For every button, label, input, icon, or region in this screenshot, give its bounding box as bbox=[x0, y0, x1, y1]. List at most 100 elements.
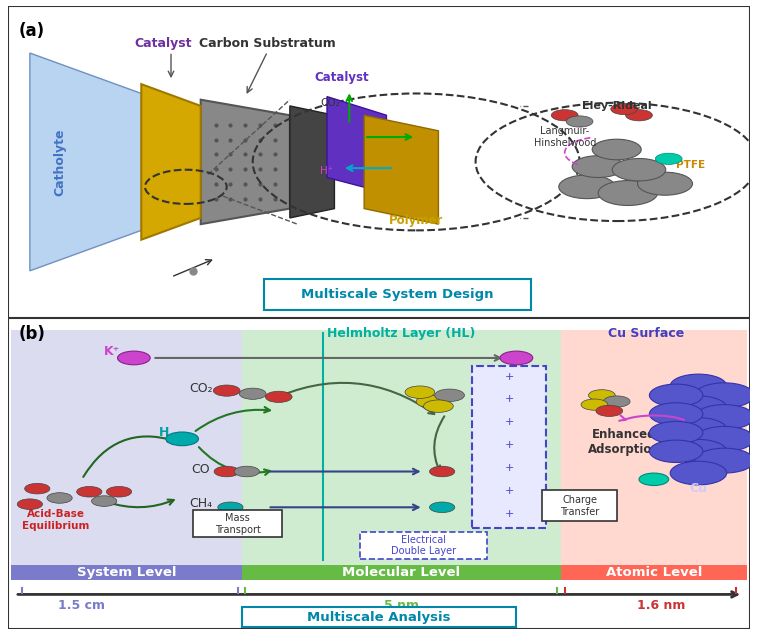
FancyBboxPatch shape bbox=[360, 532, 487, 559]
Circle shape bbox=[611, 104, 637, 115]
Text: Eley-Rideal: Eley-Rideal bbox=[582, 101, 652, 111]
Text: CO₂: CO₂ bbox=[189, 382, 212, 395]
Text: +: + bbox=[504, 463, 514, 473]
Circle shape bbox=[240, 388, 266, 399]
FancyBboxPatch shape bbox=[193, 511, 283, 537]
FancyBboxPatch shape bbox=[8, 318, 750, 629]
Text: PTFE: PTFE bbox=[676, 160, 706, 170]
Circle shape bbox=[47, 493, 72, 504]
Circle shape bbox=[670, 418, 727, 441]
Circle shape bbox=[650, 403, 703, 425]
Circle shape bbox=[17, 499, 42, 509]
Circle shape bbox=[670, 374, 727, 398]
Text: +: + bbox=[504, 394, 514, 404]
Circle shape bbox=[218, 502, 243, 512]
Text: Carbon Substratum: Carbon Substratum bbox=[199, 37, 336, 50]
Text: Enhanced
Adsorption: Enhanced Adsorption bbox=[587, 428, 660, 456]
FancyBboxPatch shape bbox=[471, 366, 546, 528]
Text: (a): (a) bbox=[19, 22, 45, 40]
Polygon shape bbox=[364, 116, 438, 224]
Polygon shape bbox=[327, 97, 387, 193]
Circle shape bbox=[166, 432, 199, 446]
Text: Multiscale Analysis: Multiscale Analysis bbox=[307, 611, 451, 624]
Circle shape bbox=[430, 502, 455, 512]
Circle shape bbox=[117, 351, 150, 364]
Circle shape bbox=[598, 180, 657, 206]
FancyBboxPatch shape bbox=[11, 330, 242, 573]
Circle shape bbox=[694, 427, 754, 451]
Circle shape bbox=[424, 400, 453, 412]
FancyBboxPatch shape bbox=[561, 330, 747, 573]
Circle shape bbox=[234, 466, 259, 477]
FancyBboxPatch shape bbox=[242, 607, 516, 627]
Circle shape bbox=[559, 175, 615, 199]
Text: +: + bbox=[504, 509, 514, 519]
Text: +: + bbox=[504, 486, 514, 496]
Circle shape bbox=[650, 384, 703, 406]
Circle shape bbox=[670, 461, 727, 485]
Text: Catalyst: Catalyst bbox=[315, 71, 369, 84]
Circle shape bbox=[670, 396, 727, 420]
Text: CH₄: CH₄ bbox=[190, 497, 212, 511]
Text: Mass
Transport: Mass Transport bbox=[215, 513, 261, 535]
Circle shape bbox=[405, 386, 434, 398]
Circle shape bbox=[637, 172, 693, 195]
Circle shape bbox=[500, 351, 533, 364]
Text: Molecular Level: Molecular Level bbox=[342, 566, 460, 579]
Circle shape bbox=[434, 389, 465, 401]
Circle shape bbox=[656, 153, 682, 164]
Text: Helmholtz Layer (HL): Helmholtz Layer (HL) bbox=[327, 326, 475, 340]
FancyBboxPatch shape bbox=[264, 279, 531, 310]
Text: Electrical
Double Layer: Electrical Double Layer bbox=[391, 535, 456, 556]
Polygon shape bbox=[30, 53, 141, 271]
Circle shape bbox=[25, 483, 50, 494]
Circle shape bbox=[612, 159, 666, 181]
Text: +: + bbox=[504, 371, 514, 382]
Text: Multiscale System Design: Multiscale System Design bbox=[302, 288, 493, 300]
Text: +: + bbox=[504, 440, 514, 450]
Text: Catalyst: Catalyst bbox=[135, 37, 193, 50]
Circle shape bbox=[572, 156, 624, 178]
FancyBboxPatch shape bbox=[8, 6, 750, 318]
FancyBboxPatch shape bbox=[242, 330, 561, 573]
Text: (b): (b) bbox=[19, 325, 45, 344]
Polygon shape bbox=[290, 106, 334, 218]
Circle shape bbox=[77, 486, 102, 497]
Circle shape bbox=[694, 448, 754, 473]
FancyBboxPatch shape bbox=[561, 565, 747, 580]
Circle shape bbox=[625, 110, 653, 121]
Circle shape bbox=[213, 385, 240, 396]
Circle shape bbox=[566, 116, 593, 127]
Text: CO₂: CO₂ bbox=[321, 98, 340, 108]
Circle shape bbox=[92, 496, 117, 506]
Circle shape bbox=[265, 391, 292, 403]
Circle shape bbox=[416, 395, 446, 408]
FancyBboxPatch shape bbox=[11, 565, 242, 580]
FancyBboxPatch shape bbox=[543, 490, 617, 521]
Circle shape bbox=[639, 473, 669, 486]
Text: H: H bbox=[158, 425, 169, 439]
Circle shape bbox=[694, 404, 754, 429]
Text: 1.5 cm: 1.5 cm bbox=[58, 599, 105, 612]
Circle shape bbox=[650, 422, 703, 444]
Circle shape bbox=[214, 466, 240, 477]
Circle shape bbox=[650, 440, 703, 462]
Circle shape bbox=[694, 383, 754, 408]
Circle shape bbox=[670, 439, 727, 463]
Circle shape bbox=[588, 390, 615, 401]
Circle shape bbox=[551, 110, 578, 121]
Circle shape bbox=[430, 466, 455, 477]
Circle shape bbox=[581, 399, 608, 410]
Polygon shape bbox=[201, 100, 290, 224]
Text: 1.6 nm: 1.6 nm bbox=[637, 599, 685, 612]
Text: 5 nm: 5 nm bbox=[384, 599, 418, 612]
Text: Cu: Cu bbox=[690, 482, 707, 495]
Text: Charge
Transfer: Charge Transfer bbox=[560, 495, 599, 516]
Circle shape bbox=[592, 139, 641, 160]
Text: Polymer: Polymer bbox=[389, 214, 443, 227]
Text: +: + bbox=[504, 417, 514, 427]
Circle shape bbox=[603, 396, 630, 407]
Text: H⁺: H⁺ bbox=[321, 166, 334, 177]
Text: K⁺: K⁺ bbox=[103, 345, 120, 358]
FancyBboxPatch shape bbox=[242, 565, 561, 580]
